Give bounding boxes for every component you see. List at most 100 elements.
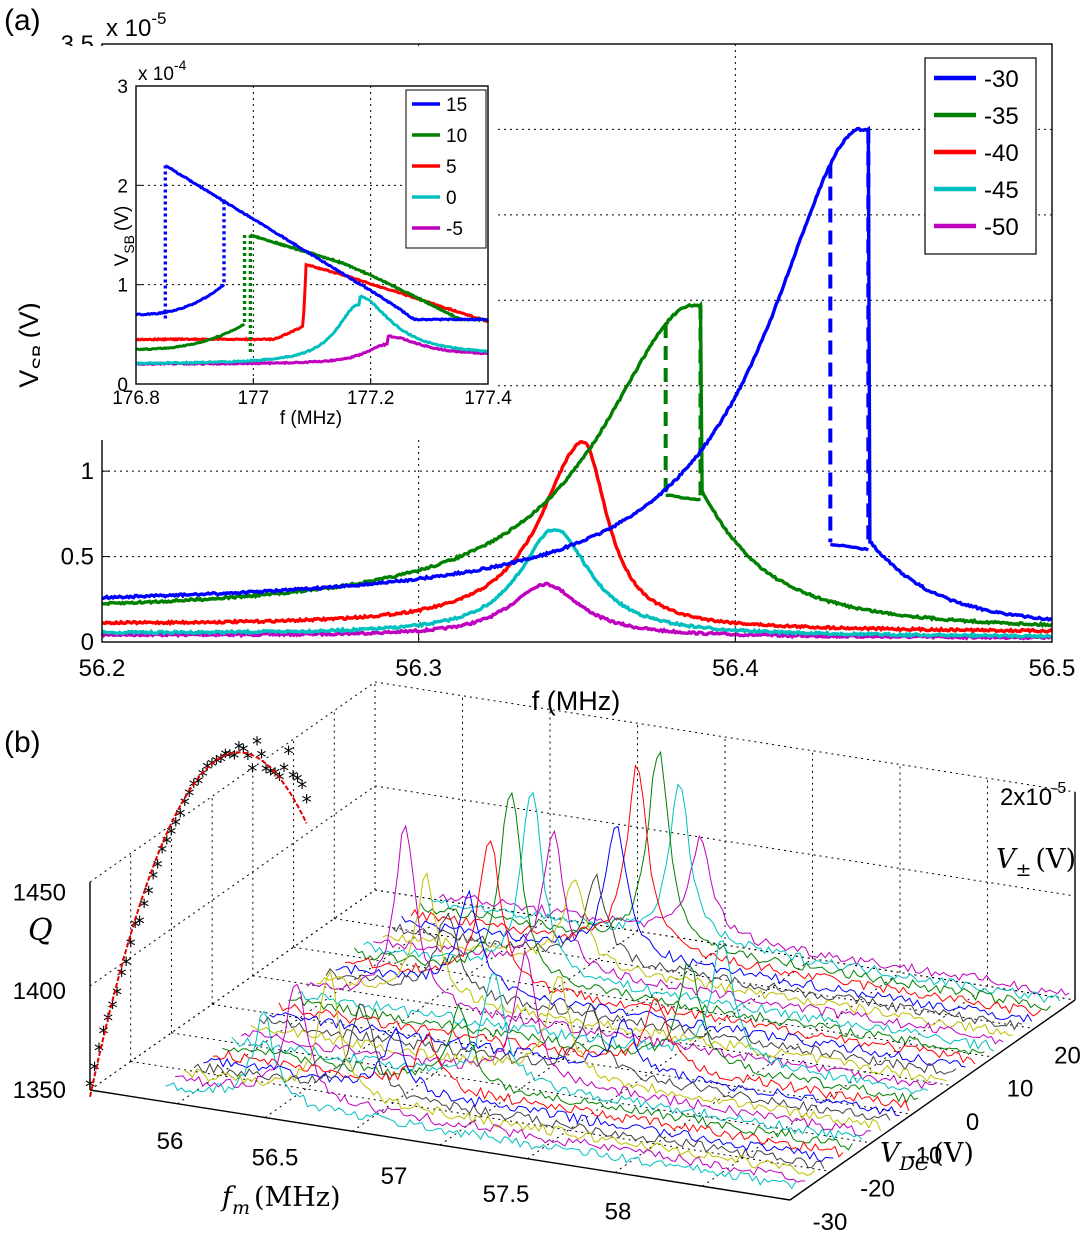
q-fit-curve — [89, 751, 308, 1098]
fm-tick-label: 56 — [157, 1128, 184, 1155]
panel-a-x-tick-label: 56.3 — [395, 655, 442, 682]
inset-series-10-line — [250, 233, 489, 323]
inset-series-10-lower — [135, 322, 246, 352]
panel-b-q-factor: ****************************************… — [84, 733, 313, 1099]
panel-b-q-label: Q — [28, 913, 53, 948]
inset-series--5-line — [135, 334, 489, 367]
inset-axes-box — [135, 85, 489, 385]
q-point: * — [188, 775, 200, 799]
floor-gridline-w — [252, 975, 953, 1087]
inset-legend-label--5: -5 — [446, 219, 463, 240]
q-point: * — [125, 934, 137, 958]
q-point: * — [219, 745, 231, 769]
q-point: * — [292, 769, 304, 793]
q-tick-label: 1400 — [13, 978, 66, 1005]
backwall-gridline-z — [374, 681, 1076, 793]
floor-gridline-u — [352, 930, 638, 1132]
legend-label--40: -40 — [984, 140, 1019, 167]
sidewall-gridline-z — [89, 889, 376, 1091]
q-point: * — [179, 793, 191, 817]
resonance-curve — [382, 879, 1013, 1037]
floor-gridline-w — [171, 1032, 872, 1144]
resonance-curve — [278, 998, 910, 1112]
inset-legend-label-5: 5 — [446, 157, 457, 178]
panel-a-series-group — [100, 125, 1054, 641]
floor-gridline-u — [177, 903, 463, 1105]
q-point: * — [269, 763, 281, 787]
q-point: * — [156, 841, 168, 865]
resonance-curve — [438, 834, 1070, 996]
q-point: * — [278, 759, 290, 783]
series--40 — [102, 440, 1054, 634]
resonance-curve — [269, 1012, 900, 1117]
inset-series-0-line — [135, 294, 489, 366]
resonance-curve — [325, 913, 957, 1075]
q-point: * — [233, 737, 245, 761]
resonance-curve — [184, 969, 815, 1176]
resonance-curve — [316, 872, 947, 1083]
series--30-lower-branch — [829, 542, 869, 552]
panel-b-vdc-label: VDC (V) — [880, 1138, 974, 1175]
inset-series-15 — [135, 164, 489, 322]
vdc-tick-label: -30 — [813, 1209, 848, 1236]
fm-tick-label: 56.5 — [252, 1145, 299, 1172]
inset-y-tick-label: 2 — [117, 176, 128, 197]
series--40-line — [102, 440, 1054, 634]
q-point: * — [161, 832, 173, 856]
inset-exponent: x 10-4 — [138, 57, 187, 85]
panel-a-x-tick-label: 56.5 — [1029, 655, 1076, 682]
panel-b-z-exponent: 2x10-5 — [1000, 780, 1066, 811]
panel-b-ticks: 1350140014505656.55757.5583020100-10-20-… — [13, 879, 1081, 1236]
inset-series-10 — [135, 233, 489, 355]
inset-x-tick-label: 176.8 — [112, 388, 160, 409]
panel-a-y-tick-label: 0.5 — [61, 544, 94, 571]
q-point: * — [296, 776, 308, 800]
panel-b-fm-label: fm (MHz) — [220, 1182, 341, 1219]
resonance-curve — [175, 983, 806, 1183]
legend-label--50: -50 — [984, 214, 1019, 241]
inset-y-tick-label: 1 — [117, 276, 128, 297]
inset-series-15-line — [164, 164, 489, 322]
q-point: * — [264, 763, 276, 787]
inset-x-tick-label: 177 — [237, 388, 269, 409]
resonance-curve — [250, 976, 882, 1131]
q-point: * — [274, 768, 286, 792]
series--35 — [101, 300, 1053, 628]
resonance-curve — [335, 889, 966, 1068]
q-point: * — [152, 856, 164, 880]
series--30-line — [101, 125, 1052, 622]
inset-legend-label-10: 10 — [446, 126, 467, 147]
floor-gridline-u — [702, 985, 988, 1187]
inset-x-tick-label: 177.2 — [347, 388, 395, 409]
floor-gridline-w — [130, 1060, 831, 1172]
series--35-lower-branch — [665, 493, 701, 502]
fm-tick-label: 57.5 — [483, 1181, 530, 1208]
inset-legend: 15 10 5 0 -5 — [405, 89, 487, 249]
legend-label--30: -30 — [984, 66, 1019, 93]
series--45-line — [101, 528, 1053, 640]
resonance-curve — [288, 963, 919, 1104]
inset-y-label: VSB(V) — [112, 206, 137, 267]
fm-tick-label: 58 — [605, 1198, 632, 1225]
resonance-curve — [354, 791, 985, 1056]
q-point: * — [246, 760, 258, 784]
series--35-line — [101, 300, 1053, 628]
q-point: * — [206, 754, 218, 778]
resonance-curve — [231, 973, 863, 1141]
floor-gridline-u — [527, 958, 813, 1160]
axis-fm — [89, 1089, 791, 1201]
panel-a-x-tick-label: 56.4 — [712, 655, 759, 682]
vdc-tick-label: -20 — [860, 1176, 895, 1203]
legend-label--35: -35 — [984, 103, 1019, 130]
resonance-curve — [429, 783, 1061, 1004]
resonance-curve — [344, 840, 976, 1065]
vdc-tick-label: 0 — [966, 1109, 979, 1136]
resonance-curve — [410, 763, 1042, 1017]
panel-b-label: (b) — [4, 726, 41, 759]
inset-y-tick-label: 3 — [117, 77, 128, 98]
q-point: * — [201, 758, 213, 782]
series--30 — [101, 125, 1052, 622]
q-point: * — [183, 784, 195, 808]
inset-series-group — [135, 164, 490, 367]
q-point: * — [116, 964, 128, 988]
